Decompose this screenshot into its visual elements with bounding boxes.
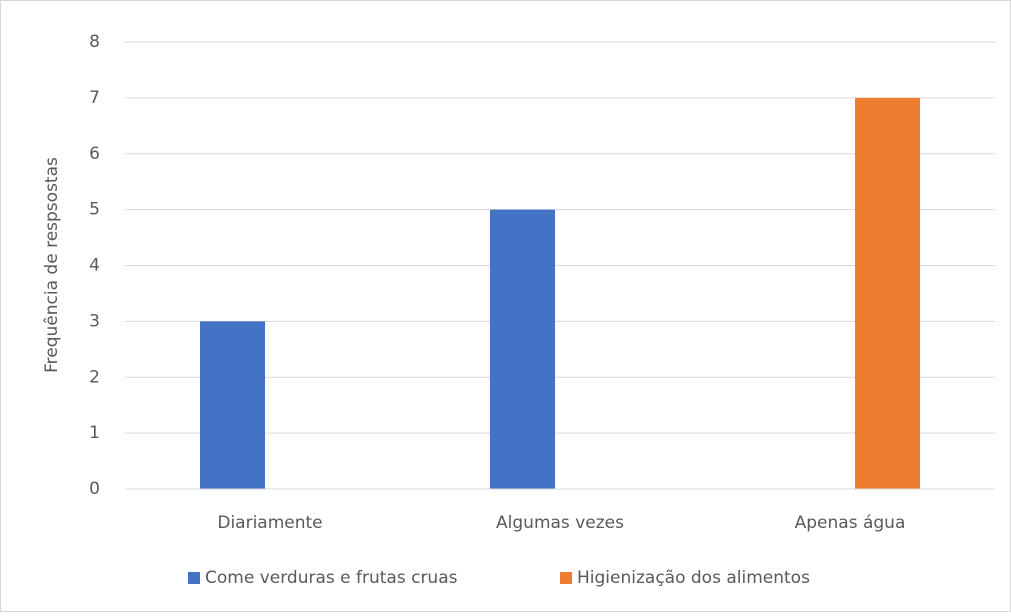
- x-tick-label: Diariamente: [217, 513, 322, 533]
- y-tick-label: 1: [89, 423, 100, 443]
- y-tick-label: 2: [89, 367, 100, 387]
- legend-label: Come verduras e frutas cruas: [205, 568, 458, 588]
- x-tick-label: Apenas água: [795, 513, 906, 533]
- y-tick-label: 4: [89, 256, 100, 276]
- y-tick-label: 0: [89, 479, 100, 499]
- y-tick-label: 3: [89, 311, 100, 331]
- y-tick-label: 5: [89, 200, 100, 220]
- bar: [490, 209, 555, 489]
- bar: [200, 321, 265, 489]
- y-tick-label: 7: [89, 88, 100, 108]
- x-tick-label: Algumas vezes: [496, 513, 624, 533]
- legend-swatch: [560, 572, 572, 584]
- y-tick-label: 6: [89, 144, 100, 164]
- y-axis-title: Frequência de respsostas: [42, 157, 62, 373]
- bar: [855, 97, 920, 489]
- legend-label: Higienização dos alimentos: [577, 568, 810, 588]
- legend-swatch: [188, 572, 200, 584]
- y-tick-label: 8: [89, 32, 100, 52]
